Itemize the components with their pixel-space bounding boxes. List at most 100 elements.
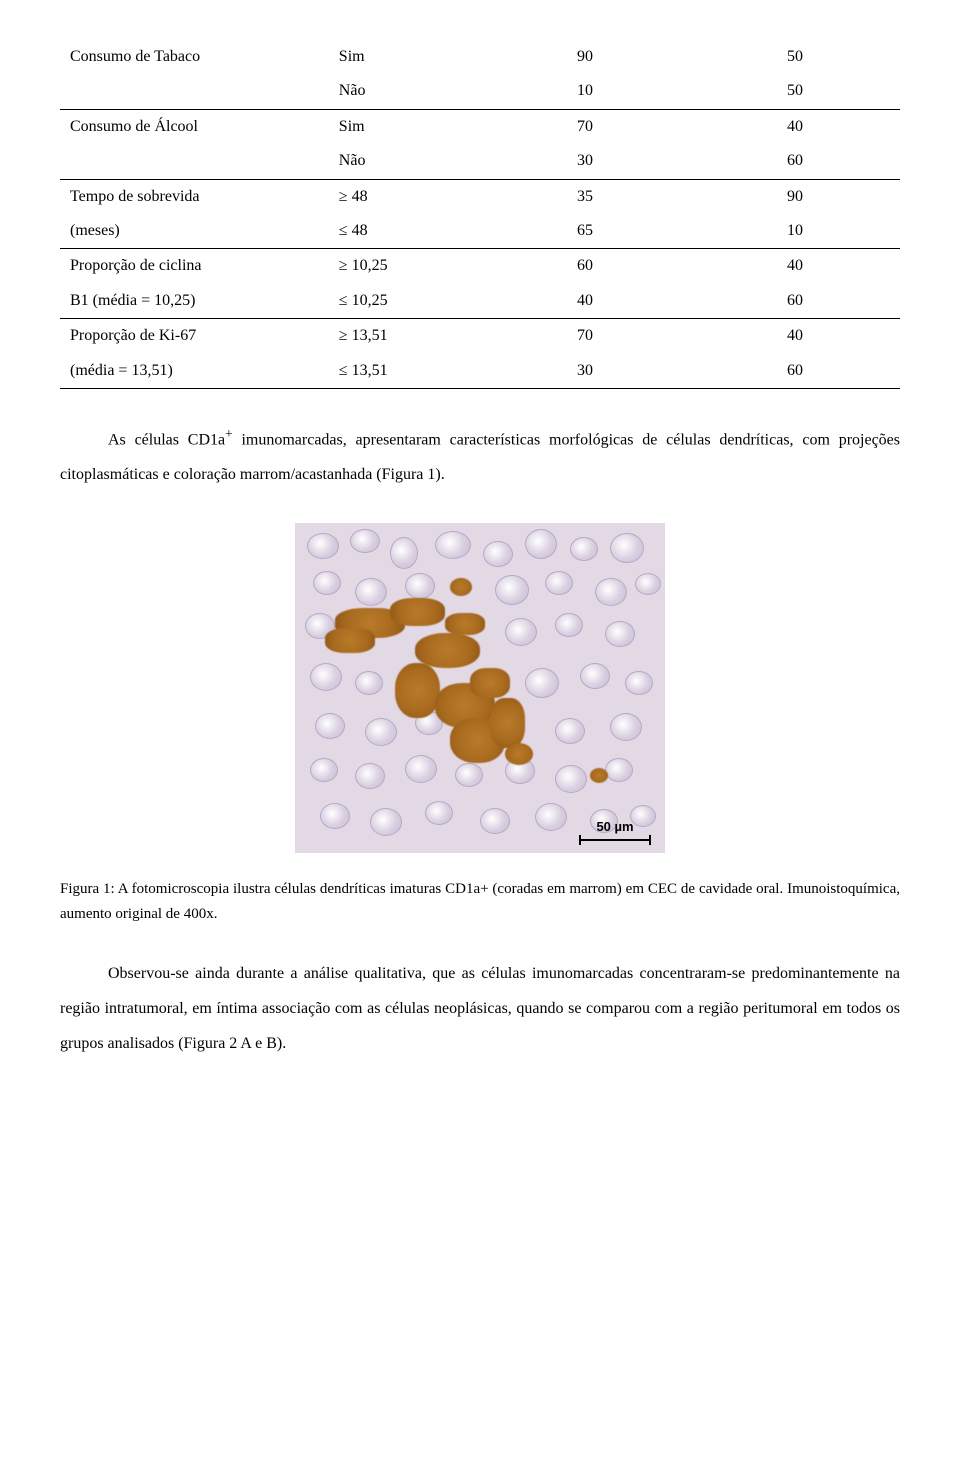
row-label: Consumo de Tabaco — [60, 40, 329, 74]
row-label: (meses) — [60, 214, 329, 249]
table-row: (meses)≤ 486510 — [60, 214, 900, 249]
cell-blob — [570, 537, 598, 561]
cell-blob — [555, 718, 585, 744]
stain-blob — [470, 668, 510, 698]
row-value-1: 10 — [480, 74, 690, 109]
data-table: Consumo de TabacoSim9050Não1050Consumo d… — [60, 40, 900, 389]
row-label: (média = 13,51) — [60, 354, 329, 389]
table-row: Proporção de Ki-67≥ 13,517040 — [60, 319, 900, 354]
micrograph-image: 50 µm — [295, 523, 665, 853]
row-value-2: 40 — [690, 249, 900, 284]
row-value-2: 90 — [690, 179, 900, 214]
row-value-1: 30 — [480, 354, 690, 389]
cell-blob — [405, 573, 435, 599]
row-value-2: 60 — [690, 144, 900, 179]
row-sub: Sim — [329, 40, 480, 74]
row-label: B1 (média = 10,25) — [60, 284, 329, 319]
cell-blob — [370, 808, 402, 836]
cell-blob — [605, 621, 635, 647]
stain-blob — [505, 743, 533, 765]
cell-blob — [605, 758, 633, 782]
row-value-1: 65 — [480, 214, 690, 249]
stain-blob — [490, 698, 525, 748]
cell-blob — [635, 573, 661, 595]
stain-blob — [445, 613, 485, 635]
scalebar: 50 µm — [579, 818, 651, 840]
cell-blob — [310, 663, 342, 691]
row-label: Consumo de Álcool — [60, 109, 329, 144]
row-value-2: 40 — [690, 109, 900, 144]
p1-prefix: As células CD1a — [108, 431, 225, 448]
figure-1: 50 µm — [60, 523, 900, 853]
table-row: Não1050 — [60, 74, 900, 109]
row-sub: Não — [329, 144, 480, 179]
row-label — [60, 74, 329, 109]
row-value-1: 70 — [480, 109, 690, 144]
table-row: Tempo de sobrevida≥ 483590 — [60, 179, 900, 214]
table-row: Consumo de TabacoSim9050 — [60, 40, 900, 74]
cell-blob — [350, 529, 380, 553]
cell-blob — [307, 533, 339, 559]
cell-blob — [555, 613, 583, 637]
table-row: B1 (média = 10,25)≤ 10,254060 — [60, 284, 900, 319]
p1-sup: + — [225, 426, 233, 441]
row-label: Proporção de ciclina — [60, 249, 329, 284]
row-value-1: 30 — [480, 144, 690, 179]
row-value-1: 90 — [480, 40, 690, 74]
row-sub: ≥ 48 — [329, 179, 480, 214]
cell-blob — [525, 668, 559, 698]
cell-blob — [355, 671, 383, 695]
row-value-2: 50 — [690, 40, 900, 74]
table-row: (média = 13,51)≤ 13,513060 — [60, 354, 900, 389]
cell-blob — [595, 578, 627, 606]
row-value-1: 70 — [480, 319, 690, 354]
paragraph-1: As células CD1a+ imunomarcadas, apresent… — [60, 419, 900, 493]
cell-blob — [483, 541, 513, 567]
row-value-2: 60 — [690, 284, 900, 319]
paragraph-2: Observou-se ainda durante a análise qual… — [60, 956, 900, 1062]
cell-blob — [545, 571, 573, 595]
cell-blob — [480, 808, 510, 834]
cell-blob — [495, 575, 529, 605]
row-sub: ≤ 48 — [329, 214, 480, 249]
stain-blob — [415, 633, 480, 668]
cell-blob — [525, 529, 557, 559]
table-row: Consumo de ÁlcoolSim7040 — [60, 109, 900, 144]
stain-blob — [395, 663, 440, 718]
row-label: Proporção de Ki-67 — [60, 319, 329, 354]
row-sub: ≤ 13,51 — [329, 354, 480, 389]
stain-blob — [450, 578, 472, 596]
row-sub: Sim — [329, 109, 480, 144]
cell-blob — [625, 671, 653, 695]
row-label: Tempo de sobrevida — [60, 179, 329, 214]
row-value-2: 60 — [690, 354, 900, 389]
row-sub: ≤ 10,25 — [329, 284, 480, 319]
cell-blob — [390, 537, 418, 569]
cell-blob — [610, 713, 642, 741]
table-row: Não3060 — [60, 144, 900, 179]
cell-blob — [435, 531, 471, 559]
row-label — [60, 144, 329, 179]
scalebar-bar — [579, 839, 651, 841]
stain-blob — [590, 768, 608, 783]
row-value-2: 50 — [690, 74, 900, 109]
row-value-1: 35 — [480, 179, 690, 214]
cell-blob — [535, 803, 567, 831]
cell-blob — [313, 571, 341, 595]
row-value-2: 40 — [690, 319, 900, 354]
cell-blob — [455, 763, 483, 787]
cell-blob — [505, 618, 537, 646]
cell-blob — [610, 533, 644, 563]
row-sub: ≥ 10,25 — [329, 249, 480, 284]
stain-blob — [325, 628, 375, 653]
figure-1-caption: Figura 1: A fotomicroscopia ilustra célu… — [60, 877, 900, 928]
cell-blob — [355, 763, 385, 789]
row-value-2: 10 — [690, 214, 900, 249]
cell-blob — [315, 713, 345, 739]
row-value-1: 40 — [480, 284, 690, 319]
cell-blob — [320, 803, 350, 829]
cell-blob — [425, 801, 453, 825]
cell-blob — [310, 758, 338, 782]
cell-blob — [580, 663, 610, 689]
row-sub: ≥ 13,51 — [329, 319, 480, 354]
